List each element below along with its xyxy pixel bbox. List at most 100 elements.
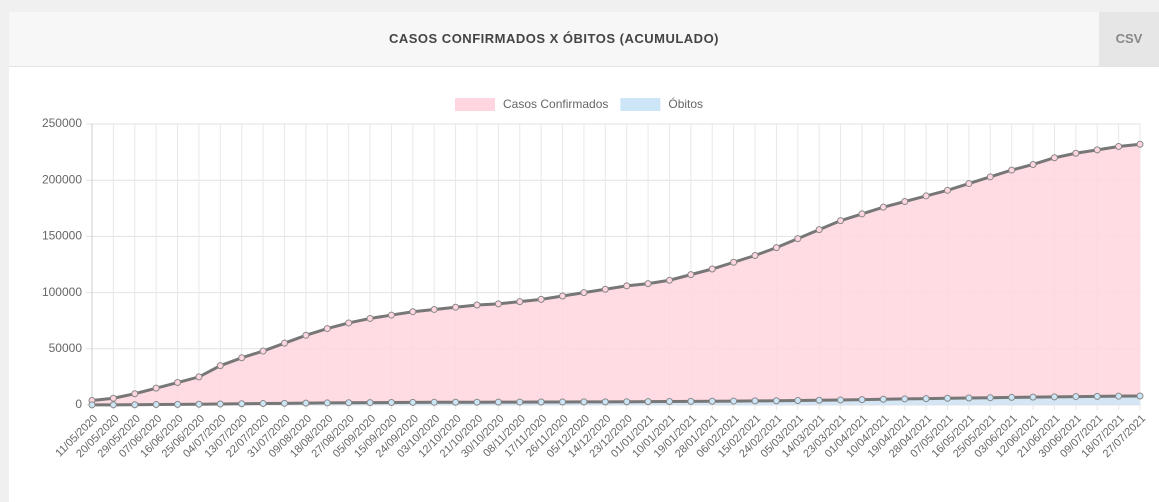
point <box>623 398 631 406</box>
point <box>1115 142 1123 150</box>
point <box>965 394 973 402</box>
point <box>708 265 716 273</box>
point <box>922 192 930 200</box>
point <box>1072 393 1080 401</box>
panel-header: CASOS CONFIRMADOS X ÓBITOS (ACUMULADO) C… <box>9 12 1159 67</box>
point <box>430 305 438 313</box>
point <box>644 280 652 288</box>
point <box>216 362 224 370</box>
y-tick-label: 200000 <box>42 172 82 186</box>
point <box>323 325 331 333</box>
point <box>152 401 160 409</box>
point <box>559 398 567 406</box>
y-tick-label: 150000 <box>42 229 82 243</box>
point <box>131 401 139 409</box>
point <box>665 276 673 284</box>
point <box>452 398 460 406</box>
point <box>559 292 567 300</box>
point <box>302 331 310 339</box>
legend-label: Casos Confirmados <box>503 97 608 111</box>
point <box>901 198 909 206</box>
point <box>601 285 609 293</box>
point <box>1115 392 1123 400</box>
point <box>174 400 182 408</box>
point <box>708 397 716 405</box>
point <box>815 226 823 234</box>
point <box>665 398 673 406</box>
point <box>751 397 759 405</box>
point <box>537 398 545 406</box>
point <box>537 295 545 303</box>
point <box>1136 392 1144 400</box>
point <box>601 398 609 406</box>
point <box>238 354 246 362</box>
point <box>986 394 994 402</box>
csv-button[interactable]: CSV <box>1099 12 1159 66</box>
point <box>751 252 759 260</box>
point <box>387 399 395 407</box>
point <box>1008 393 1016 401</box>
point <box>366 314 374 322</box>
point <box>687 397 695 405</box>
point <box>986 173 994 181</box>
y-tick-label: 50000 <box>49 341 83 355</box>
point <box>580 289 588 297</box>
point <box>644 398 652 406</box>
point <box>174 379 182 387</box>
point <box>858 210 866 218</box>
point <box>345 319 353 327</box>
point <box>794 235 802 243</box>
point <box>837 396 845 404</box>
area-line <box>91 394 1141 407</box>
point <box>280 339 288 347</box>
point <box>323 399 331 407</box>
legend-swatch <box>455 98 495 111</box>
point <box>109 394 117 402</box>
point <box>772 244 780 252</box>
point <box>387 311 395 319</box>
point <box>879 395 887 403</box>
point <box>152 384 160 392</box>
point <box>516 298 524 306</box>
area-line <box>91 142 1141 402</box>
point <box>366 399 374 407</box>
point <box>1008 166 1016 174</box>
point <box>259 347 267 355</box>
point <box>88 401 96 409</box>
point <box>858 396 866 404</box>
point <box>730 397 738 405</box>
legend-label: Óbitos <box>668 96 703 111</box>
point <box>131 390 139 398</box>
y-tick-label: 0 <box>75 397 82 411</box>
point <box>580 398 588 406</box>
point <box>901 395 909 403</box>
point <box>1029 160 1037 168</box>
point <box>452 303 460 311</box>
point <box>922 395 930 403</box>
y-tick-label: 250000 <box>42 116 82 130</box>
point <box>195 400 203 408</box>
point <box>409 308 417 316</box>
point <box>944 186 952 194</box>
point <box>280 399 288 407</box>
point <box>879 203 887 211</box>
point <box>965 180 973 188</box>
point <box>1050 154 1058 162</box>
panel-title: CASOS CONFIRMADOS X ÓBITOS (ACUMULADO) <box>388 31 720 46</box>
point <box>1136 140 1144 148</box>
point <box>623 282 631 290</box>
point <box>302 399 310 407</box>
point <box>730 258 738 266</box>
point <box>1093 392 1101 400</box>
point <box>494 398 502 406</box>
point <box>1050 393 1058 401</box>
point <box>687 271 695 279</box>
legend-swatch <box>620 98 661 111</box>
point <box>516 398 524 406</box>
point <box>216 400 224 408</box>
point <box>259 400 267 408</box>
point <box>409 398 417 406</box>
point <box>473 398 481 406</box>
point <box>944 394 952 402</box>
